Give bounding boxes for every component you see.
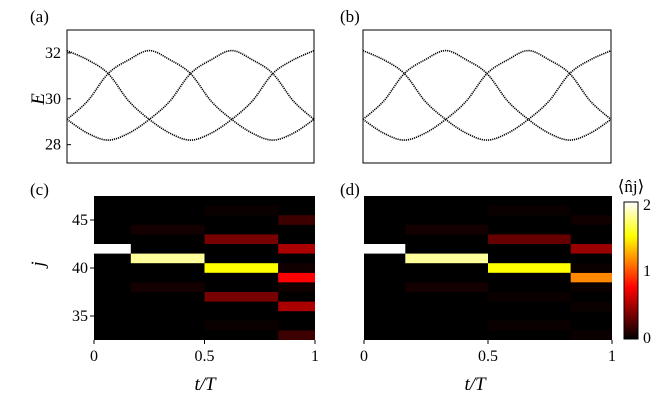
xtick-label: 0 bbox=[90, 348, 98, 365]
ytick-label: 40 bbox=[72, 260, 88, 277]
density-cell bbox=[570, 282, 612, 292]
density-cell bbox=[278, 330, 315, 340]
band-curve-1 bbox=[362, 49, 612, 141]
density-cell bbox=[204, 205, 279, 216]
xtick-label: 0.5 bbox=[478, 348, 498, 365]
panel-label-d: (d) bbox=[340, 180, 360, 199]
density-cell bbox=[570, 263, 612, 273]
panel-c-yticks: 35 40 45 bbox=[72, 212, 88, 325]
panel-a-yticks: 28 30 32 bbox=[45, 45, 61, 154]
time-axis-label-c: t/T bbox=[194, 374, 217, 395]
density-cell bbox=[278, 272, 315, 283]
density-cell bbox=[204, 234, 279, 244]
panel-d-xticks: 0 0.5 1 bbox=[360, 348, 616, 365]
xtick-label: 0.5 bbox=[195, 348, 215, 365]
density-cell bbox=[488, 205, 571, 216]
time-axis-label-d: t/T bbox=[464, 374, 487, 395]
density-cell bbox=[570, 244, 612, 254]
density-cell bbox=[204, 292, 279, 302]
panel-c-xticks: 0 0.5 1 bbox=[90, 348, 319, 365]
ytick-label: 32 bbox=[45, 45, 61, 62]
density-cell bbox=[130, 224, 205, 235]
panel-b-frame bbox=[362, 29, 612, 164]
ytick-label: 28 bbox=[45, 137, 61, 154]
panel-a-frame bbox=[66, 29, 315, 164]
panel-b-energy-bands bbox=[362, 29, 612, 164]
colorbar-tick-label: 0 bbox=[643, 330, 651, 347]
xtick-label: 1 bbox=[311, 348, 319, 365]
colorbar-title: ⟨n̂j⟩ bbox=[618, 177, 645, 196]
ytick-label: 35 bbox=[72, 308, 88, 325]
density-cell bbox=[405, 282, 488, 292]
density-cell bbox=[570, 272, 612, 283]
xtick-label: 0 bbox=[360, 348, 368, 365]
density-cell bbox=[130, 253, 205, 264]
density-cell bbox=[570, 215, 612, 225]
density-cell bbox=[405, 224, 488, 235]
colorbar-tick-label: 1 bbox=[643, 263, 651, 280]
density-cell bbox=[94, 244, 131, 254]
site-axis-label: j bbox=[28, 261, 49, 269]
panel-a-energy-bands: 28 30 32 bbox=[45, 29, 315, 164]
density-cell bbox=[130, 282, 205, 292]
density-cell bbox=[488, 320, 571, 331]
panel-label-c: (c) bbox=[30, 180, 49, 199]
colorbar: 2 1 0 ⟨n̂j⟩ bbox=[618, 177, 651, 347]
density-cell bbox=[204, 320, 279, 331]
density-cell bbox=[278, 244, 315, 254]
colorbar-tick-label: 2 bbox=[643, 197, 651, 214]
density-cell bbox=[278, 282, 315, 292]
band-curve-2 bbox=[66, 49, 315, 141]
panel-d-cells bbox=[364, 205, 612, 340]
panel-a-curves bbox=[66, 49, 315, 141]
energy-axis-label: E bbox=[28, 93, 49, 106]
colorbar-gradient bbox=[623, 201, 639, 340]
density-cell bbox=[488, 234, 571, 244]
density-cell bbox=[278, 301, 315, 312]
density-cell bbox=[570, 330, 612, 340]
density-cell bbox=[488, 263, 571, 273]
xtick-label: 1 bbox=[608, 348, 616, 365]
density-cell bbox=[570, 301, 612, 312]
density-cell bbox=[364, 244, 406, 254]
band-curve-3 bbox=[66, 49, 315, 141]
panel-d-density-heatmap: 0 0.5 1 bbox=[360, 196, 616, 365]
ytick-label: 45 bbox=[72, 212, 88, 229]
density-cell bbox=[488, 292, 571, 302]
panel-c-tickmarks bbox=[90, 219, 316, 344]
panel-label-b: (b) bbox=[340, 7, 360, 26]
density-cell bbox=[204, 263, 279, 273]
panel-label-a: (a) bbox=[30, 7, 49, 26]
band-curve-3 bbox=[362, 49, 612, 141]
panel-c-density-heatmap: 35 40 45 0 0.5 1 bbox=[72, 196, 319, 365]
panel-d-tickmarks bbox=[363, 340, 613, 344]
panel-b-curves bbox=[362, 49, 612, 141]
ytick-label: 30 bbox=[45, 91, 61, 108]
density-cell bbox=[278, 263, 315, 273]
density-cell bbox=[405, 253, 488, 264]
panel-c-cells bbox=[94, 205, 315, 340]
density-cell bbox=[278, 215, 315, 225]
